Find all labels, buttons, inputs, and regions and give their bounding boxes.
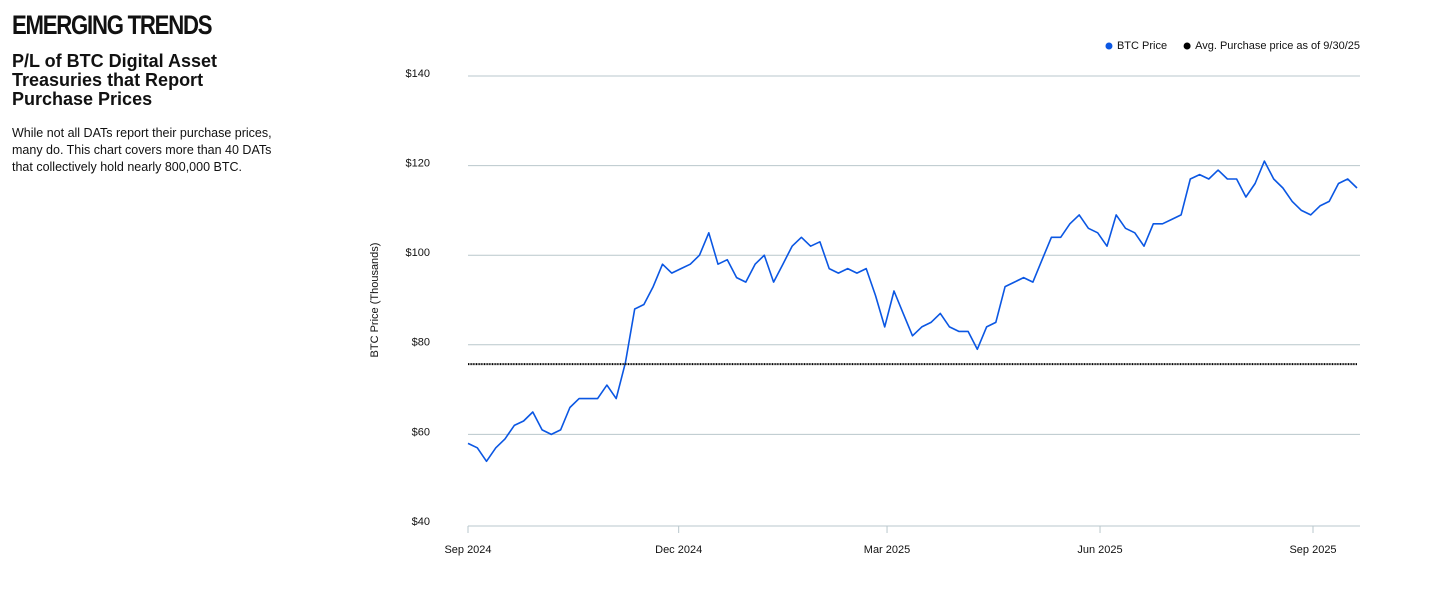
legend-label: BTC Price	[1117, 40, 1167, 52]
x-tick-label: Sep 2025	[1289, 544, 1336, 556]
description: While not all DATs report their purchase…	[12, 126, 272, 174]
x-tick-label: Mar 2025	[864, 544, 910, 556]
legend-label: Avg. Purchase price as of 9/30/25	[1195, 40, 1360, 52]
line-series	[467, 160, 1358, 463]
x-tick-label: Jun 2025	[1077, 544, 1122, 556]
legend-marker	[1105, 42, 1113, 50]
y-tick-label: $60	[412, 426, 430, 438]
y-tick-label: $140	[406, 68, 430, 80]
x-tick-label: Dec 2024	[655, 544, 702, 556]
y-tick-label: $40	[412, 516, 430, 528]
side-panel: EMERGING TRENDS P/L of BTC Digital Asset…	[12, 8, 282, 176]
legend-marker	[1183, 42, 1191, 50]
y-tick-label: $120	[406, 158, 430, 170]
x-tick-label: Sep 2024	[444, 544, 491, 556]
y-tick-label: $100	[406, 247, 430, 259]
chart-title: P/L of BTC Digital Asset Treasuries that…	[12, 51, 218, 109]
brand: EMERGING TRENDS	[12, 10, 213, 40]
y-axis-label: BTC Price (Thousands)	[369, 243, 381, 358]
y-tick-label: $80	[412, 337, 430, 349]
